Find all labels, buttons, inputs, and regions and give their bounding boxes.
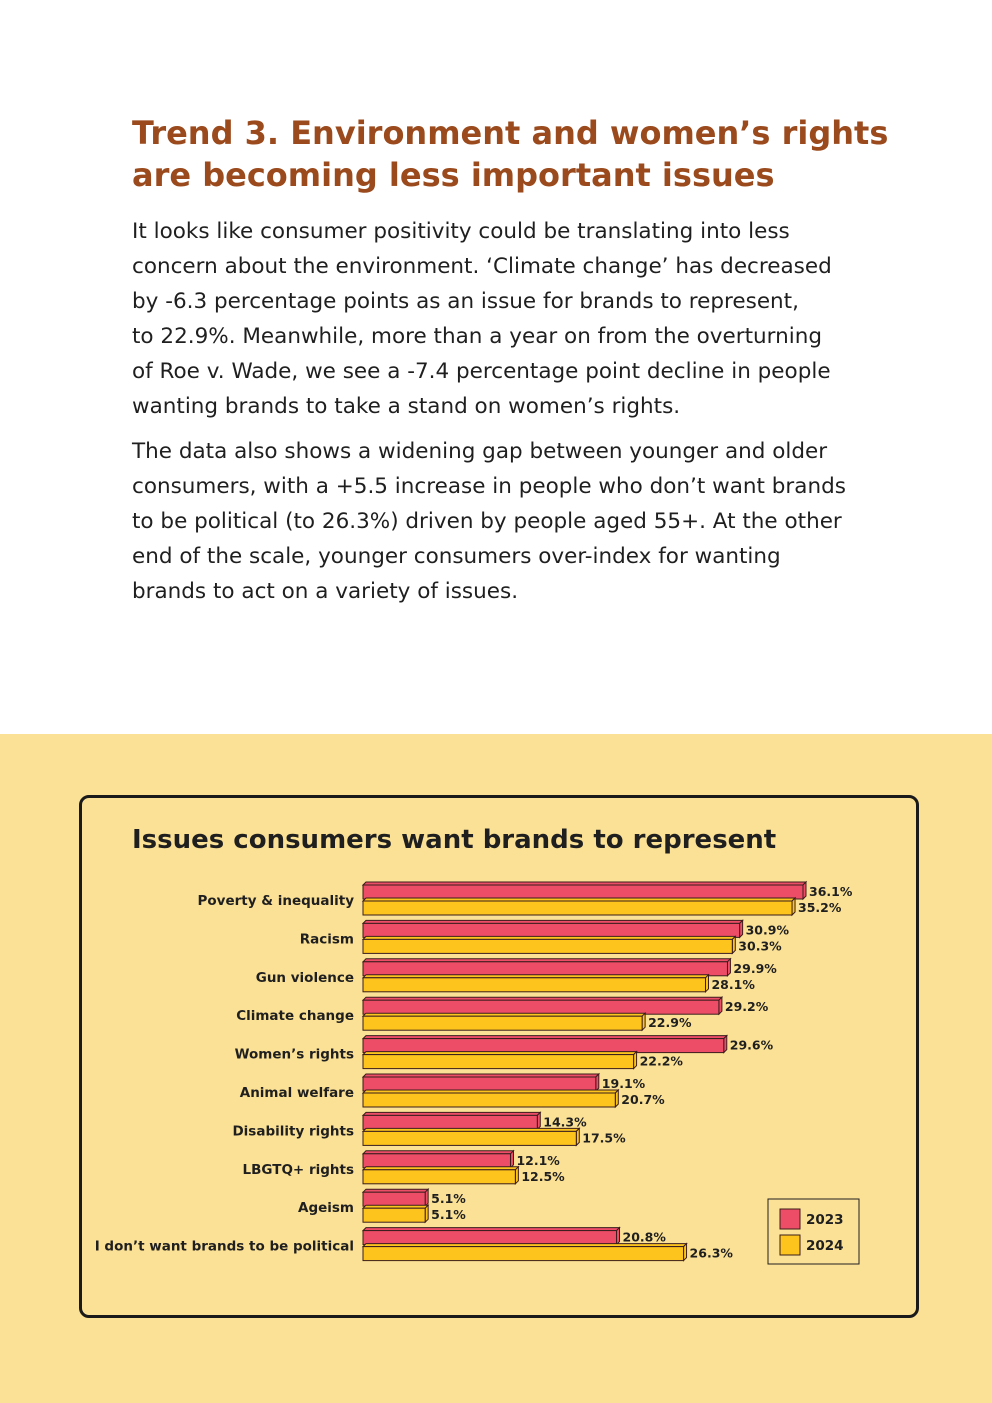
bar-2024-women-s-rights: [361, 1050, 638, 1070]
bar-2023-women-s-rights: [361, 1034, 728, 1054]
category-label-climate-change: Climate change: [236, 1008, 354, 1024]
category-label-poverty-inequality: Poverty & inequality: [198, 893, 355, 909]
legend-swatch-2024: [779, 1234, 801, 1256]
category-label-gun-violence: Gun violence: [256, 970, 354, 986]
paragraph-line: to be political (to 26.3%) driven by peo…: [132, 509, 842, 534]
value-label-2023-i-don-t-want-brands-to-be-political: 20.8%: [623, 1230, 667, 1245]
category-label-i-don-t-want-brands-to-be-political: I don’t want brands to be political: [95, 1239, 354, 1255]
bar-2023-lbgtq-rights: [361, 1149, 515, 1170]
value-label-2024-gun-violence: 28.1%: [711, 977, 755, 992]
legend-label-2024: 2024: [806, 1238, 844, 1254]
category-label-lbgtq-rights: LBGTQ+ rights: [243, 1162, 354, 1178]
value-label-2023-climate-change: 29.2%: [725, 999, 769, 1014]
value-label-2023-ageism: 5.1%: [431, 1191, 466, 1206]
heading-line: Trend 3. Environment and women’s rights: [132, 114, 889, 152]
legend-swatch-2023: [779, 1208, 801, 1230]
bar-2023-animal-welfare: [361, 1072, 601, 1093]
bar-2024-disability-rights: [361, 1127, 581, 1147]
legend-box: [767, 1198, 860, 1265]
category-label-ageism: Ageism: [298, 1200, 354, 1216]
category-label-women-s-rights: Women’s rights: [235, 1047, 354, 1063]
value-label-2024-disability-rights: 17.5%: [582, 1130, 626, 1145]
value-label-2024-lbgtq-rights: 12.5%: [521, 1169, 565, 1184]
value-label-2023-disability-rights: 14.3%: [543, 1114, 587, 1129]
body-paragraph: It looks like consumer positivity could …: [132, 214, 862, 424]
paragraph-line: It looks like consumer positivity could …: [132, 219, 790, 244]
value-label-2024-animal-welfare: 20.7%: [621, 1092, 665, 1107]
value-label-2023-racism: 30.9%: [746, 922, 790, 937]
chart-card: [79, 795, 919, 1318]
paragraph-line: to 22.9%. Meanwhile, more than a year on…: [132, 324, 822, 349]
bar-2024-racism: [361, 935, 737, 955]
bar-2024-climate-change: [361, 1011, 647, 1032]
page-heading: Trend 3. Environment and women’s rights …: [132, 112, 889, 196]
value-label-2023-lbgtq-rights: 12.1%: [516, 1153, 560, 1168]
bar-2024-gun-violence: [361, 973, 710, 994]
body-paragraph: The data also shows a widening gap betwe…: [132, 434, 862, 609]
value-label-2024-racism: 30.3%: [738, 938, 782, 953]
bar-2024-animal-welfare: [361, 1088, 620, 1109]
bar-2024-lbgtq-rights: [361, 1165, 520, 1186]
bar-2023-gun-violence: [361, 957, 732, 978]
heading-line: are becoming less important issues: [132, 156, 775, 194]
paragraph-line: end of the scale, younger consumers over…: [132, 544, 781, 569]
bar-2023-i-don-t-want-brands-to-be-political: [361, 1226, 621, 1246]
chart-title: Issues consumers want brands to represen…: [132, 825, 777, 855]
paragraph-line: concern about the environment. ‘Climate …: [132, 254, 832, 279]
bar-2024-poverty-inequality: [361, 896, 797, 917]
bar-2023-disability-rights: [361, 1111, 542, 1131]
value-label-2023-poverty-inequality: 36.1%: [809, 884, 853, 899]
category-label-racism: Racism: [300, 931, 354, 947]
value-label-2024-i-don-t-want-brands-to-be-political: 26.3%: [690, 1246, 734, 1261]
value-label-2023-gun-violence: 29.9%: [733, 961, 777, 976]
paragraph-line: of Roe v. Wade, we see a -7.4 percentage…: [132, 359, 831, 384]
bar-2024-i-don-t-want-brands-to-be-political: [361, 1242, 688, 1262]
chart-legend: [767, 1198, 860, 1265]
value-label-2023-women-s-rights: 29.6%: [730, 1038, 774, 1053]
value-label-2024-poverty-inequality: 35.2%: [798, 900, 842, 915]
bar-2023-racism: [361, 919, 744, 939]
paragraph-line: The data also shows a widening gap betwe…: [132, 439, 828, 464]
bar-2023-climate-change: [361, 995, 724, 1016]
value-label-2024-climate-change: 22.9%: [648, 1015, 692, 1030]
category-label-animal-welfare: Animal welfare: [240, 1085, 354, 1101]
bar-2023-poverty-inequality: [361, 880, 808, 901]
value-label-2024-ageism: 5.1%: [431, 1207, 466, 1222]
paragraph-line: brands to act on a variety of issues.: [132, 579, 519, 604]
category-label-disability-rights: Disability rights: [232, 1123, 354, 1139]
value-label-2024-women-s-rights: 22.2%: [640, 1054, 684, 1069]
bar-2024-ageism: [361, 1203, 430, 1224]
paragraph-line: wanting brands to take a stand on women’…: [132, 394, 681, 419]
paragraph-line: by -6.3 percentage points as an issue fo…: [132, 289, 799, 314]
value-label-2023-animal-welfare: 19.1%: [602, 1076, 646, 1091]
paragraph-line: consumers, with a +5.5 increase in peopl…: [132, 474, 846, 499]
legend-label-2023: 2023: [806, 1212, 844, 1228]
bar-2023-ageism: [361, 1187, 430, 1208]
